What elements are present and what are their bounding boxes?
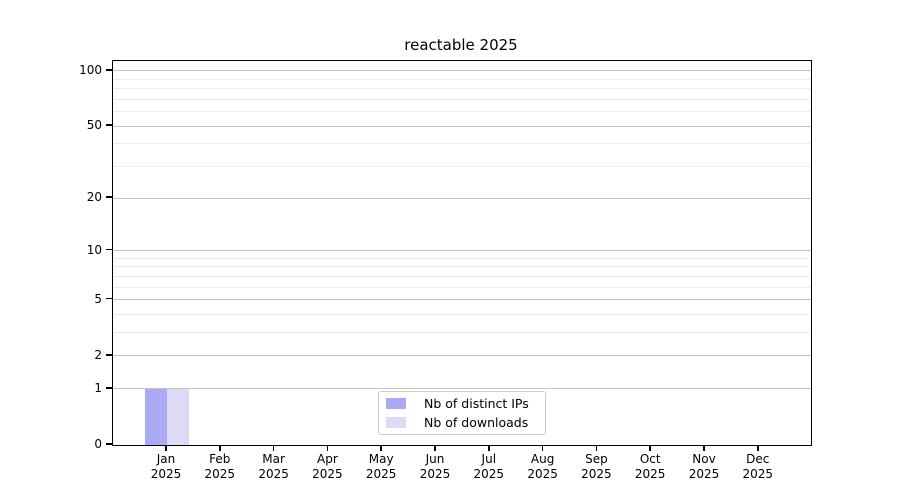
x-tick-label-feb: Feb 2025 [188,452,252,482]
x-tick-label-jan: Jan 2025 [134,452,198,482]
year-label: 2025 [312,467,343,481]
plot-area [112,60,812,446]
gridline-minor-6 [113,286,811,288]
gridline-minor-8 [113,266,811,268]
x-tick-label-oct: Oct 2025 [618,452,682,482]
y-tick-label-1: 1 [94,380,102,395]
year-label: 2025 [634,467,666,481]
y-tick-50 [106,124,113,126]
gridline-minor-40 [113,143,811,145]
month-label: Sep [585,452,608,466]
x-tick-oct [649,445,651,451]
year-label: 2025 [258,467,289,481]
x-tick-nov [703,445,705,451]
month-label: Jun [425,452,445,466]
x-tick-label-may: May 2025 [349,452,413,482]
y-tick-label-50: 50 [86,118,102,133]
gridline-minor-7 [113,275,811,277]
x-tick-jul [488,445,490,451]
x-tick-label-dec: Dec 2025 [726,452,790,482]
y-tick-10 [106,248,113,251]
month-label: Dec [746,452,770,466]
month-label: Nov [692,452,716,466]
x-tick-label-aug: Aug 2025 [511,452,575,482]
gridline-minor-3 [113,332,811,334]
year-label: 2025 [419,467,451,481]
gridline-major-2 [113,355,811,357]
year-label: 2025 [688,467,720,481]
x-tick-label-jul: Jul 2025 [457,452,521,482]
gridline-minor-80 [113,88,811,90]
y-tick-label-2: 2 [94,347,102,362]
y-tick-label-100: 100 [79,62,102,77]
x-tick-may [380,445,382,451]
x-tick-label-jun: Jun 2025 [403,452,467,482]
x-tick-apr [326,445,329,451]
legend-swatch-downloads [386,417,406,428]
y-tick-label-5: 5 [94,291,102,306]
gridline-minor-30 [113,166,811,168]
y-tick-1 [106,387,113,389]
x-tick-jun [434,445,436,451]
legend-item-distinct-ips: Nb of distinct IPs [386,396,545,411]
y-tick-2 [106,354,113,356]
year-label: 2025 [527,467,558,481]
year-label: 2025 [150,467,182,481]
gridline-major-100 [113,70,811,72]
x-tick-label-apr: Apr 2025 [295,452,359,482]
month-label: Aug [530,452,555,466]
legend: Nb of distinct IPs Nb of downloads [378,391,546,435]
gridline-major-5 [113,299,811,301]
gridline-minor-9 [113,257,811,259]
x-tick-label-nov: Nov 2025 [672,452,736,482]
year-label: 2025 [581,467,612,481]
y-tick-0 [106,443,113,445]
x-tick-dec [757,445,759,451]
bar-distinct-ips-jan [145,388,167,445]
legend-swatch-distinct-ips [386,398,406,409]
gridline-major-20 [113,197,811,199]
x-tick-aug [541,445,544,451]
x-tick-feb [219,445,221,451]
gridline-major-1 [113,388,811,390]
x-tick-jan [165,445,167,451]
month-label: Jul [481,452,497,466]
x-tick-label-mar: Mar 2025 [242,452,306,482]
year-label: 2025 [473,467,505,481]
month-label: Oct [639,452,661,466]
gridline-major-50 [113,125,811,127]
y-tick-5 [106,297,113,300]
month-label: Feb [209,452,231,466]
y-tick-100 [106,69,113,71]
y-tick-label-20: 20 [86,190,102,205]
legend-label-downloads: Nb of downloads [424,415,529,430]
month-label: Mar [262,452,285,466]
month-label: Apr [317,452,338,466]
gridline-minor-4 [113,314,811,315]
year-label: 2025 [204,467,236,481]
year-label: 2025 [365,467,397,481]
year-label: 2025 [742,467,774,481]
gridline-major-10 [113,250,811,252]
bar-downloads-jan [167,388,189,445]
legend-label-distinct-ips: Nb of distinct IPs [424,396,529,411]
y-tick-label-10: 10 [86,242,102,257]
gridline-minor-60 [113,111,811,113]
gridline-minor-70 [113,98,811,100]
x-tick-sep [595,445,598,451]
y-tick-label-0: 0 [94,437,102,451]
month-label: Jan [156,452,176,466]
legend-item-downloads: Nb of downloads [386,415,545,430]
y-tick-20 [106,196,113,198]
x-tick-mar [272,445,275,451]
gridline-minor-90 [113,78,811,80]
chart-title: reactable 2025 [404,36,518,54]
month-label: May [368,452,394,466]
x-tick-label-sep: Sep 2025 [564,452,628,482]
